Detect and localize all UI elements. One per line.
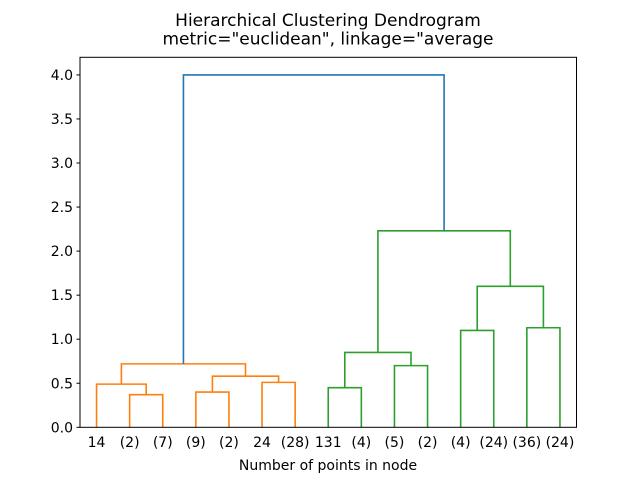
axes-spines	[79, 56, 577, 428]
dendrogram-link-m3	[261, 381, 296, 428]
dendrogram-link-m12	[377, 230, 512, 353]
x-leaf-label: (2)	[120, 435, 140, 451]
y-tick-label: 4.0	[51, 68, 73, 84]
x-leaf-label: (2)	[219, 435, 239, 451]
plot-area: 0.0 0.5 1.0 1.5 2.0 2.5 3.0 3.5 4.0 14 (2) (7) (9) (2…	[51, 56, 577, 451]
chart-subtitle: metric="euclidean", linkage="average	[163, 30, 494, 50]
dendrogram-link-m13	[182, 74, 445, 364]
dendrogram-link-m0	[128, 393, 164, 428]
x-leaf-label: (2)	[418, 435, 438, 451]
y-tick-label: 3.5	[51, 112, 73, 128]
x-leaf-label: (7)	[153, 435, 173, 451]
y-tick-label: 2.5	[51, 200, 73, 216]
x-leaf-label: (4)	[351, 435, 371, 451]
chart-title: Hierarchical Clustering Dendrogram	[175, 11, 481, 31]
dendrogram-link-m8	[344, 351, 412, 388]
y-tick-label: 2.0	[51, 244, 73, 260]
x-leaf-label: 14	[88, 435, 106, 451]
y-tick-label: 1.0	[51, 332, 73, 348]
dendrogram-link-m11	[476, 285, 545, 331]
y-tick-label: 0.0	[51, 420, 73, 436]
y-tick-label: 0.5	[51, 376, 73, 392]
dendrogram-link-m5	[120, 363, 247, 385]
y-tick-label: 3.0	[51, 156, 73, 172]
x-leaf-label: (24)	[479, 435, 508, 451]
dendrogram-link-m2	[195, 391, 230, 428]
x-leaf-label: (36)	[512, 435, 541, 451]
dendrogram-link-m9	[459, 329, 495, 428]
y-tick-label: 1.5	[51, 288, 73, 304]
dendrogram-link-m4	[211, 375, 280, 393]
dendrogram-link-m1	[95, 383, 147, 428]
dendrogram-link-m6	[327, 386, 363, 428]
x-leaf-label: (28)	[281, 435, 310, 451]
x-axis-label: Number of points in node	[239, 458, 417, 474]
dendrogram-link-m7	[393, 364, 429, 428]
x-leaf-label: 131	[315, 435, 342, 451]
x-leaf-label: (24)	[546, 435, 575, 451]
x-leaf-label: 24	[253, 435, 271, 451]
x-leaf-label: (4)	[451, 435, 471, 451]
x-leaf-label: (9)	[186, 435, 206, 451]
dendrogram-link-m10	[526, 326, 561, 428]
x-leaf-label: (5)	[385, 435, 405, 451]
